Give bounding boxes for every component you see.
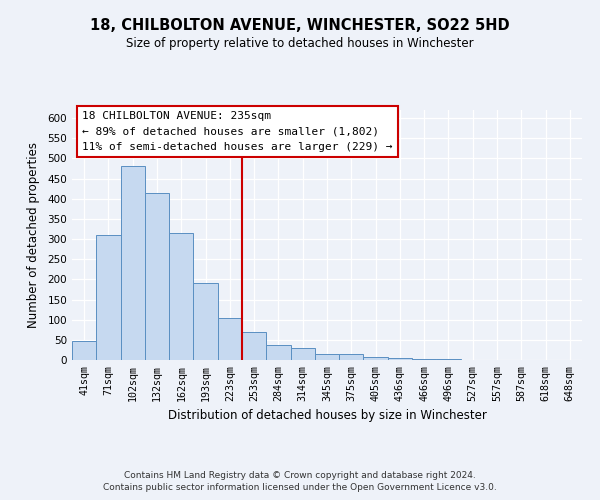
Y-axis label: Number of detached properties: Number of detached properties [28, 142, 40, 328]
Bar [436, 359, 461, 360]
Bar [96, 235, 121, 360]
X-axis label: Distribution of detached houses by size in Winchester: Distribution of detached houses by size … [167, 409, 487, 422]
Bar [72, 341, 96, 360]
Bar [145, 192, 169, 360]
Bar [412, 359, 436, 360]
Bar [315, 354, 339, 360]
Bar [290, 348, 315, 360]
Bar [388, 358, 412, 360]
Text: Contains HM Land Registry data © Crown copyright and database right 2024.: Contains HM Land Registry data © Crown c… [124, 471, 476, 480]
Text: 18, CHILBOLTON AVENUE, WINCHESTER, SO22 5HD: 18, CHILBOLTON AVENUE, WINCHESTER, SO22 … [90, 18, 510, 32]
Text: 18 CHILBOLTON AVENUE: 235sqm
← 89% of detached houses are smaller (1,802)
11% of: 18 CHILBOLTON AVENUE: 235sqm ← 89% of de… [82, 112, 392, 152]
Bar [169, 233, 193, 360]
Bar [193, 282, 218, 360]
Bar [364, 357, 388, 360]
Bar [121, 166, 145, 360]
Text: Size of property relative to detached houses in Winchester: Size of property relative to detached ho… [126, 38, 474, 51]
Bar [339, 354, 364, 360]
Bar [242, 332, 266, 360]
Bar [218, 318, 242, 360]
Text: Contains public sector information licensed under the Open Government Licence v3: Contains public sector information licen… [103, 484, 497, 492]
Bar [266, 346, 290, 360]
